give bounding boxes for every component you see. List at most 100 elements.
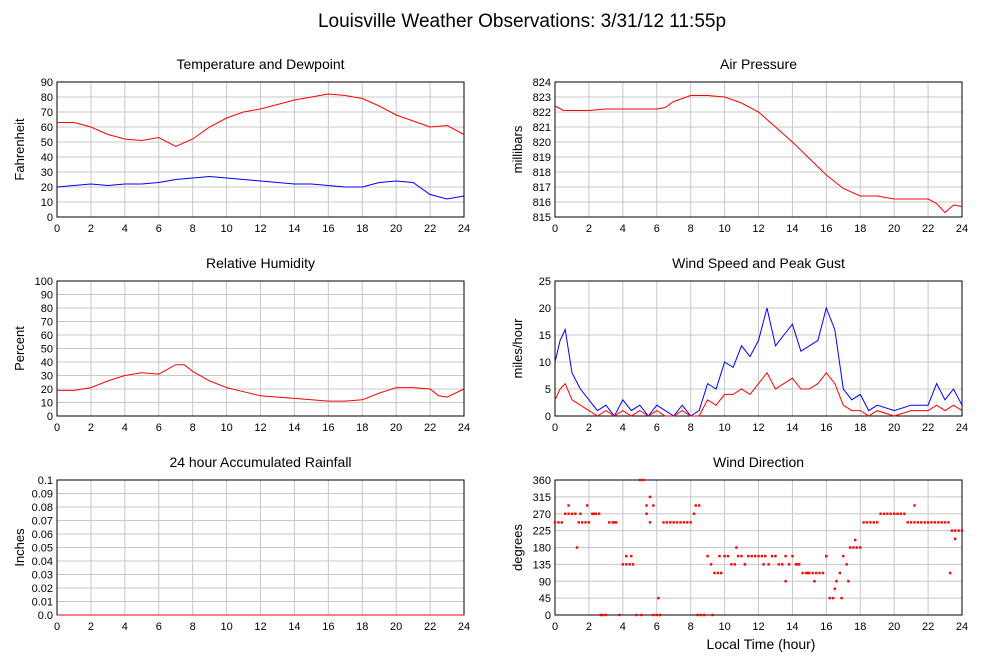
wind-xtick-label: 0: [552, 422, 558, 434]
temp-ytick-label: 80: [41, 92, 53, 104]
direction-point: [913, 504, 916, 507]
direction-point: [679, 521, 682, 524]
direction-point: [889, 512, 892, 515]
rain-ytick-label: 0.02: [32, 583, 53, 595]
temp-series-1-line: [56, 175, 465, 200]
direction-point: [630, 554, 633, 558]
wind-chart: Wind Speed and Peak Gust miles/hour 0 5 10 15…: [510, 255, 968, 434]
temp-ytick-label: 90: [41, 77, 53, 89]
direction-xtick-label: 24: [956, 621, 968, 633]
rain-xtick-label: 22: [424, 621, 436, 633]
direction-point: [631, 563, 635, 566]
direction-point: [842, 554, 845, 558]
direction-point: [940, 521, 943, 524]
direction-point: [852, 546, 855, 549]
temp-ytick-label: 70: [41, 107, 53, 119]
direction-point: [913, 521, 916, 524]
direction-point: [597, 512, 601, 515]
humidity-ytick-label: 0: [47, 411, 53, 423]
direction-point: [662, 521, 665, 524]
wind-xtick-label: 8: [688, 422, 694, 434]
temp-xtick-label: 24: [458, 223, 470, 235]
temp-xtick-label: 2: [88, 223, 94, 235]
wind-series-1-line: [554, 371, 963, 417]
direction-point: [672, 521, 675, 524]
pressure-ytick-label: 816: [533, 197, 551, 209]
humidity-ytick-label: 50: [41, 344, 53, 356]
pressure-frame: [554, 81, 963, 218]
direction-point: [652, 504, 655, 507]
temp-xtick-label: 4: [122, 223, 128, 235]
rain-xtick-label: 4: [122, 621, 128, 633]
direction-point: [954, 529, 957, 532]
direction-point: [613, 521, 616, 524]
temp-ytick-label: 0: [47, 212, 53, 224]
direction-point: [723, 554, 726, 558]
direction-point: [709, 563, 713, 566]
temp-xtick-label: 14: [288, 223, 300, 235]
humidity-xtick-label: 18: [356, 422, 368, 434]
wind-series-0-line: [554, 306, 963, 417]
direction-point: [577, 521, 580, 524]
direction-point: [652, 613, 655, 617]
rain-xtick-label: 18: [356, 621, 368, 633]
direction-point: [574, 512, 577, 515]
direction-point: [876, 521, 879, 524]
direction-point: [757, 554, 760, 558]
wind-ytick-label: 5: [545, 384, 551, 396]
temp-series-0-line: [57, 93, 465, 148]
pressure-xtick-label: 16: [820, 223, 832, 235]
direction-title: Wind Direction: [713, 454, 804, 470]
direction-ytick-label: 90: [539, 576, 551, 588]
wind-xtick-label: 14: [786, 422, 798, 434]
pressure-xtick-label: 0: [552, 223, 558, 235]
temp-ytick-label: 50: [41, 137, 53, 149]
pressure-xtick-label: 18: [854, 223, 866, 235]
temp-ytick-label: 10: [41, 197, 53, 209]
temp-ytick-label: 30: [41, 167, 53, 179]
pressure-series-0-line: [554, 95, 963, 214]
wind-ylabel: miles/hour: [510, 318, 525, 379]
direction-xtick-label: 12: [752, 621, 764, 633]
direction-point: [859, 546, 862, 549]
direction-point: [618, 613, 621, 617]
direction-point: [711, 613, 714, 617]
direction-point: [847, 580, 850, 583]
direction-ylabel: degrees: [510, 524, 525, 571]
direction-point: [845, 563, 848, 566]
humidity-xtick-label: 2: [88, 422, 94, 434]
pressure-xtick-label: 8: [688, 223, 694, 235]
wind-xtick-label: 24: [956, 422, 968, 434]
direction-point: [818, 571, 821, 575]
humidity-ytick-label: 20: [41, 384, 53, 396]
direction-point: [920, 521, 923, 524]
direction-point: [716, 571, 719, 575]
direction-ytick-label: 45: [539, 593, 551, 605]
pressure-ytick-label: 822: [533, 107, 551, 119]
pressure-ytick-label: 817: [533, 182, 551, 194]
humidity-ytick-label: 40: [41, 357, 53, 369]
pressure-ytick-label: 824: [533, 77, 551, 89]
direction-point: [621, 563, 625, 566]
direction-point: [570, 512, 574, 515]
direction-point: [937, 521, 940, 524]
rain-xtick-label: 16: [322, 621, 334, 633]
direction-ytick-label: 315: [533, 492, 551, 504]
direction-point: [560, 521, 563, 524]
temp-xtick-label: 18: [356, 223, 368, 235]
direction-ytick-label: 180: [533, 543, 551, 555]
direction-point: [625, 563, 628, 566]
rain-xtick-label: 12: [254, 621, 266, 633]
direction-point: [587, 521, 591, 524]
humidity-xtick-label: 24: [458, 422, 470, 434]
direction-point: [930, 521, 933, 524]
pressure-xtick-label: 24: [956, 223, 968, 235]
humidity-xtick-label: 20: [390, 422, 402, 434]
x-axis-title: Local Time (hour): [707, 636, 816, 652]
direction-point: [804, 571, 808, 575]
rain-ytick-label: 0.09: [32, 489, 53, 501]
direction-point: [658, 613, 662, 617]
direction-ytick-label: 0: [545, 610, 551, 622]
direction-point: [735, 546, 738, 549]
direction-point: [848, 546, 852, 549]
